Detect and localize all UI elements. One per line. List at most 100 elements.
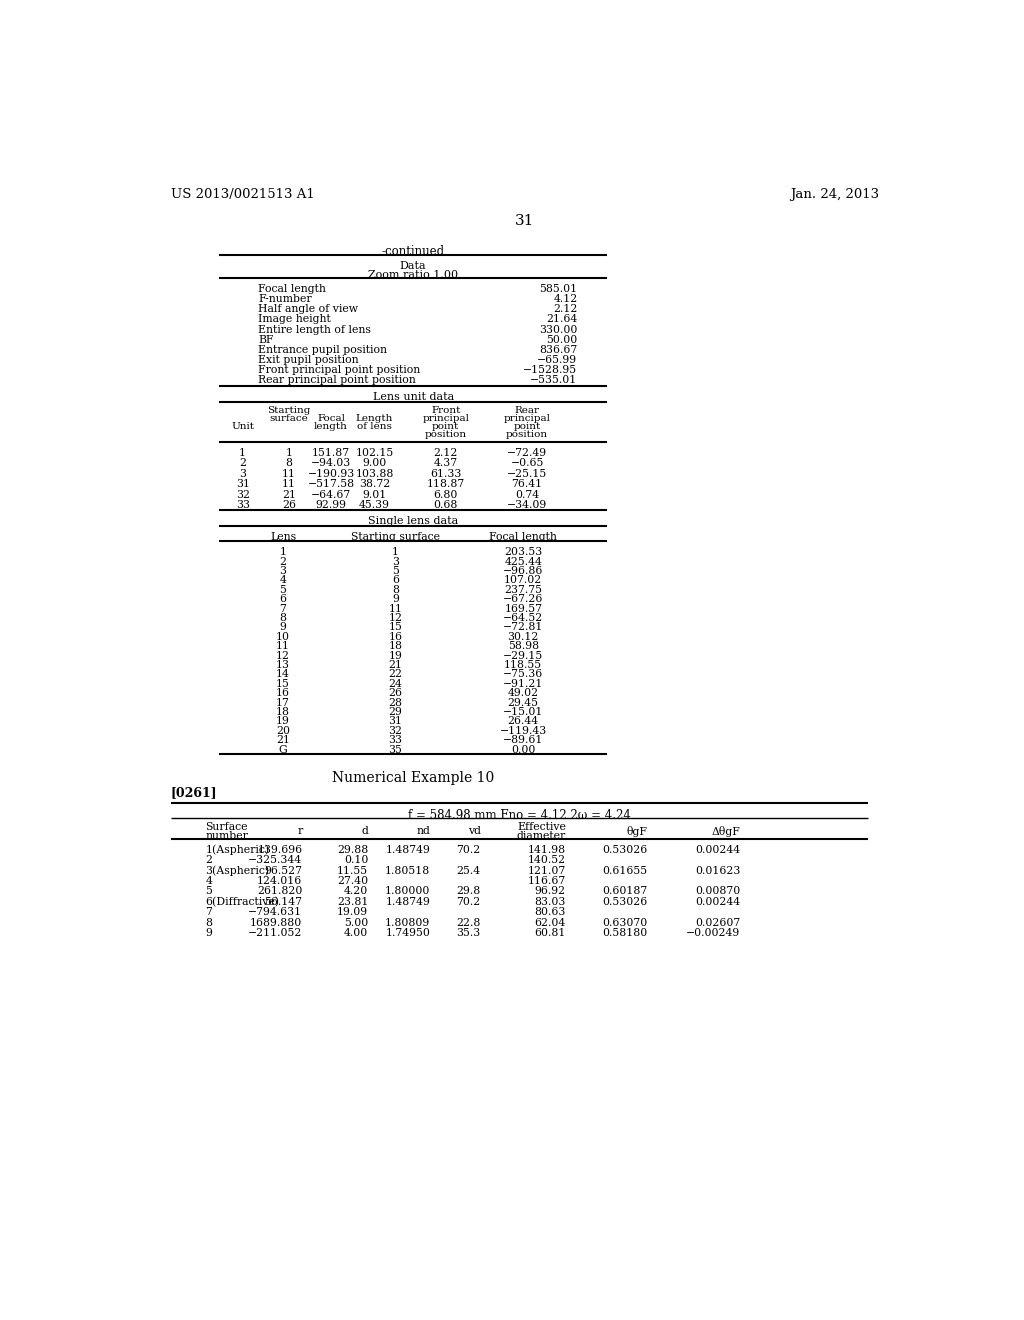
Text: 0.61655: 0.61655	[602, 866, 647, 875]
Text: 141.98: 141.98	[527, 845, 566, 855]
Text: point: point	[432, 422, 460, 430]
Text: 33: 33	[388, 735, 402, 744]
Text: 0.00: 0.00	[511, 744, 536, 755]
Text: 4.00: 4.00	[344, 928, 369, 939]
Text: 7: 7	[280, 603, 287, 614]
Text: 38.72: 38.72	[358, 479, 390, 490]
Text: 9.00: 9.00	[362, 458, 387, 469]
Text: −96.86: −96.86	[503, 566, 544, 576]
Text: −0.00249: −0.00249	[686, 928, 740, 939]
Text: r: r	[297, 826, 302, 837]
Text: 14: 14	[276, 669, 290, 680]
Text: 11: 11	[388, 603, 402, 614]
Text: 5: 5	[206, 886, 212, 896]
Text: 31: 31	[236, 479, 250, 490]
Text: 27.40: 27.40	[337, 876, 369, 886]
Text: Length: Length	[355, 413, 393, 422]
Text: 203.53: 203.53	[504, 548, 543, 557]
Text: 96.92: 96.92	[535, 886, 566, 896]
Text: 50.00: 50.00	[546, 335, 578, 345]
Text: 139.696: 139.696	[257, 845, 302, 855]
Text: 20: 20	[276, 726, 290, 735]
Text: 62.04: 62.04	[535, 917, 566, 928]
Text: Front principal point position: Front principal point position	[258, 366, 421, 375]
Text: 22.8: 22.8	[457, 917, 480, 928]
Text: 425.44: 425.44	[504, 557, 542, 566]
Text: 56.147: 56.147	[264, 896, 302, 907]
Text: 0.74: 0.74	[515, 490, 540, 499]
Text: 9.01: 9.01	[362, 490, 387, 499]
Text: 237.75: 237.75	[504, 585, 543, 595]
Text: θgF: θgF	[627, 826, 647, 837]
Text: Exit pupil position: Exit pupil position	[258, 355, 358, 366]
Text: 1: 1	[392, 548, 399, 557]
Text: 10: 10	[276, 632, 290, 642]
Text: 29.8: 29.8	[457, 886, 480, 896]
Text: G: G	[279, 744, 288, 755]
Text: 0.60187: 0.60187	[602, 886, 647, 896]
Text: Entire length of lens: Entire length of lens	[258, 325, 371, 334]
Text: 32: 32	[388, 726, 402, 735]
Text: 29.88: 29.88	[337, 845, 369, 855]
Text: −64.52: −64.52	[503, 612, 544, 623]
Text: Surface: Surface	[206, 822, 248, 833]
Text: 1: 1	[280, 548, 287, 557]
Text: 26: 26	[283, 500, 296, 510]
Text: 118.55: 118.55	[504, 660, 543, 671]
Text: 16: 16	[276, 688, 290, 698]
Text: f = 584.98 mm Fno = 4.12 2ω = 4.24: f = 584.98 mm Fno = 4.12 2ω = 4.24	[408, 809, 631, 821]
Text: −34.09: −34.09	[507, 500, 547, 510]
Text: 5: 5	[392, 566, 398, 576]
Text: diameter: diameter	[517, 830, 566, 841]
Text: 0.53026: 0.53026	[602, 896, 647, 907]
Text: −25.15: −25.15	[507, 469, 547, 479]
Text: 11.55: 11.55	[337, 866, 369, 875]
Text: 107.02: 107.02	[504, 576, 543, 586]
Text: 83.03: 83.03	[535, 896, 566, 907]
Text: 30.12: 30.12	[508, 632, 539, 642]
Text: 12: 12	[388, 612, 402, 623]
Text: 6: 6	[392, 576, 399, 586]
Text: 3: 3	[392, 557, 399, 566]
Text: 21: 21	[283, 490, 296, 499]
Text: 1.74950: 1.74950	[385, 928, 430, 939]
Text: −65.99: −65.99	[538, 355, 578, 366]
Text: −67.26: −67.26	[503, 594, 544, 605]
Text: 23.81: 23.81	[337, 896, 369, 907]
Text: 102.15: 102.15	[355, 447, 393, 458]
Text: 80.63: 80.63	[535, 907, 566, 917]
Text: Jan. 24, 2013: Jan. 24, 2013	[790, 187, 879, 201]
Text: [0261]: [0261]	[171, 787, 217, 799]
Text: ΔθgF: ΔθgF	[712, 826, 740, 837]
Text: 19: 19	[388, 651, 402, 660]
Text: Lens unit data: Lens unit data	[373, 392, 454, 401]
Text: 9: 9	[392, 594, 398, 605]
Text: 6(Diffractive): 6(Diffractive)	[206, 896, 280, 907]
Text: number: number	[206, 830, 249, 841]
Text: 5.00: 5.00	[344, 917, 369, 928]
Text: 1: 1	[240, 447, 246, 458]
Text: −15.01: −15.01	[503, 708, 544, 717]
Text: 21: 21	[276, 735, 290, 744]
Text: 26: 26	[388, 688, 402, 698]
Text: −89.61: −89.61	[503, 735, 544, 744]
Text: 60.81: 60.81	[535, 928, 566, 939]
Text: Data: Data	[400, 261, 427, 271]
Text: 4: 4	[206, 876, 212, 886]
Text: 35: 35	[388, 744, 402, 755]
Text: Focal: Focal	[317, 413, 345, 422]
Text: 330.00: 330.00	[539, 325, 578, 334]
Text: 103.88: 103.88	[355, 469, 393, 479]
Text: 9: 9	[206, 928, 212, 939]
Text: 4.37: 4.37	[434, 458, 458, 469]
Text: 1(Aspheric): 1(Aspheric)	[206, 845, 269, 855]
Text: −94.03: −94.03	[311, 458, 351, 469]
Text: principal: principal	[422, 413, 469, 422]
Text: 35.3: 35.3	[457, 928, 480, 939]
Text: 31: 31	[515, 214, 535, 228]
Text: 0.53026: 0.53026	[602, 845, 647, 855]
Text: 3(Aspheric): 3(Aspheric)	[206, 866, 269, 876]
Text: 45.39: 45.39	[359, 500, 390, 510]
Text: surface: surface	[270, 413, 308, 422]
Text: −794.631: −794.631	[248, 907, 302, 917]
